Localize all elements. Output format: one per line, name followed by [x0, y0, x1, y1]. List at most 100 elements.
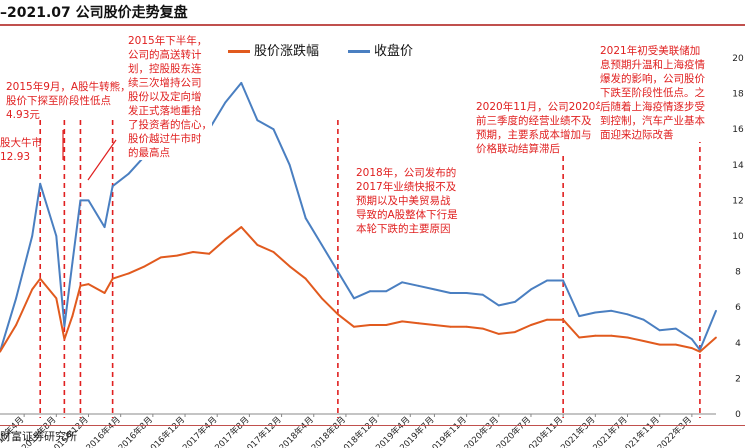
annotation-line: 到控制，汽车产业基本 — [600, 115, 705, 127]
price-point — [103, 226, 106, 229]
title-divider — [0, 24, 745, 26]
price-point — [658, 329, 661, 332]
annotation-line: 爆发的影响，公司股价 — [600, 73, 705, 85]
change-point — [192, 251, 195, 253]
y-tick-label: 10 — [732, 232, 744, 242]
change-point — [31, 288, 34, 291]
annotation-line: 预期，主要系成本增加与 — [476, 129, 592, 141]
annotation-line: 股价越过牛市时 — [128, 133, 202, 145]
x-tick-label: 2018年4月 — [277, 414, 316, 448]
price-point — [465, 292, 468, 294]
legend-label-price: 收盘价 — [374, 44, 414, 59]
x-tick-label: 2022年3月 — [655, 414, 694, 448]
y-tick-label: 6 — [735, 303, 741, 313]
price-point — [514, 301, 516, 303]
x-tick-label: 2016年8月 — [116, 414, 155, 448]
annotation-2020-nov: 2020年11月，公司2020年 前三季度的经营业绩不及 预期，主要系成本增加与… — [476, 100, 606, 156]
y-tick-label: 18 — [732, 90, 744, 100]
change-point — [715, 336, 717, 339]
change-point — [39, 277, 42, 280]
annotation-line: 公司的高送转计 — [128, 49, 202, 61]
price-point — [433, 288, 436, 291]
legend-swatch-change — [228, 50, 250, 53]
annotation-line: 面迎来边际改善 — [600, 129, 674, 141]
change-point — [63, 338, 66, 341]
change-point — [103, 292, 106, 294]
change-point — [0, 350, 1, 353]
change-point — [224, 238, 227, 241]
legend-label-change: 股价涨跌幅 — [254, 44, 320, 59]
price-point — [562, 279, 564, 282]
price-point — [691, 338, 693, 341]
price-point — [481, 293, 484, 296]
annotation-line: 续三次增持公司 — [128, 77, 202, 89]
annotation-line: 2021年初受美联储加 — [600, 45, 701, 57]
legend-item-change: 股价涨跌幅 — [228, 40, 319, 59]
price-point — [15, 297, 17, 300]
change-point — [288, 265, 291, 268]
annotation-line: 股大牛市 — [0, 137, 42, 149]
change-point — [594, 334, 597, 337]
x-tick-label: 2016年4月 — [84, 414, 123, 448]
change-point — [79, 284, 82, 287]
change-point — [55, 297, 58, 300]
annotation-line: 本轮下跌的主要原因 — [356, 223, 451, 235]
change-point — [176, 254, 178, 257]
series-layer — [0, 81, 717, 353]
y-tick-label: 4 — [735, 339, 741, 349]
price-point — [31, 235, 34, 237]
annotation-line: 2020年11月，公司2020年 — [476, 101, 606, 113]
change-point — [699, 350, 701, 353]
change-point — [15, 324, 17, 326]
y-tick-label: 8 — [735, 268, 741, 278]
price-point — [369, 290, 371, 293]
price-point — [224, 101, 227, 104]
price-point — [79, 199, 82, 202]
price-point — [63, 325, 66, 328]
annotation-2015h2: 2015年下半年， 公司的高送转计 划，控股股东连 续三次增持公司 股份以及定向… — [128, 34, 212, 160]
change-point — [433, 324, 436, 326]
price-point — [304, 217, 307, 220]
change-point — [562, 318, 564, 321]
price-point — [578, 315, 581, 317]
annotation-line: 划，控股股东连 — [128, 63, 202, 75]
annotation-bull-market: 股大牛市 12.93 — [0, 136, 42, 164]
price-point — [353, 297, 355, 300]
change-point — [272, 251, 275, 253]
price-point — [674, 327, 677, 330]
change-point — [337, 313, 339, 316]
change-point — [691, 347, 693, 349]
x-tick-label: 2018年8月 — [309, 414, 348, 448]
change-point — [514, 331, 516, 333]
change-point — [208, 252, 211, 255]
annotation-line: 息预期升温和上海疫情 — [600, 59, 705, 71]
price-point — [626, 313, 629, 316]
price-point — [642, 318, 645, 321]
annotation-2018: 2018年，公司发布的 2017年业绩快报不及 预期以及中美贸易战 导致的A股整… — [356, 166, 458, 236]
change-point — [465, 325, 468, 328]
change-point — [530, 324, 532, 326]
change-point — [87, 283, 90, 285]
y-tick-label: 0 — [735, 410, 741, 420]
annotation-line: 后随着上海疫情逐步受 — [600, 101, 705, 113]
annotation-line: 发正式落地重拾 — [128, 105, 202, 117]
change-point — [417, 322, 420, 325]
change-point — [658, 343, 661, 346]
price-point — [320, 244, 323, 246]
price-point — [546, 279, 548, 282]
price-point — [401, 281, 404, 284]
price-point — [715, 309, 717, 312]
price-point — [417, 284, 420, 287]
annotation-line: 2018年，公司发布的 — [356, 167, 457, 179]
annotation-line: 2015年9月，A股牛转熊， — [6, 81, 131, 93]
change-point — [71, 315, 74, 317]
price-point — [288, 163, 291, 166]
annotation-2015-sep: 2015年9月，A股牛转熊， 股价下探至阶段性低点 4.93元 — [6, 80, 131, 122]
annotation-line: 下跌至阶段性低点。之 — [600, 87, 705, 99]
change-point — [304, 277, 307, 280]
change-point — [111, 277, 114, 280]
change-point — [449, 325, 452, 328]
y-tick-label: 20 — [732, 54, 744, 64]
change-point — [353, 325, 355, 328]
